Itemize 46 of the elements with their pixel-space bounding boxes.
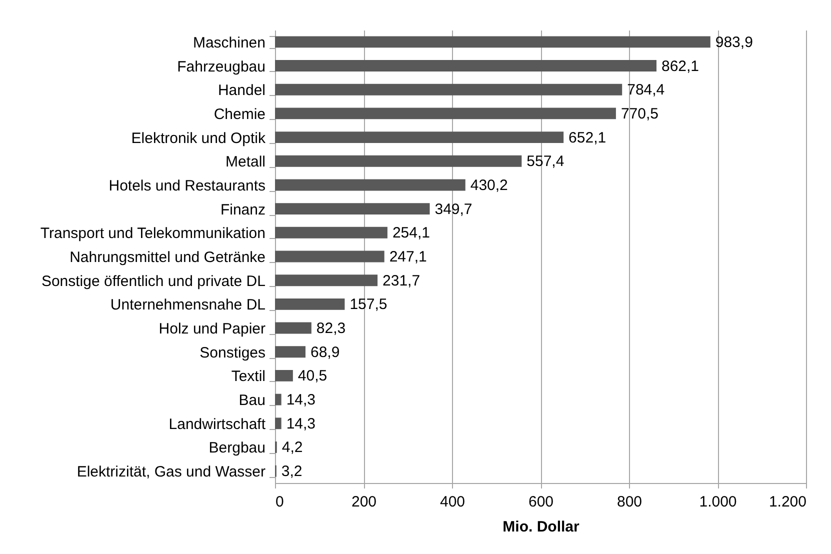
- y-tick-label: Handel: [218, 82, 266, 100]
- data-label: 784,4: [627, 82, 665, 99]
- data-label: 157,5: [350, 296, 388, 314]
- y-tick-label: Maschinen: [192, 34, 266, 52]
- data-label: 4,2: [282, 439, 303, 456]
- data-label: 40,5: [298, 368, 328, 385]
- data-label: 557,4: [526, 153, 564, 170]
- y-tick-label: Fahrzeugbau: [177, 58, 266, 76]
- x-tick-label: 0: [276, 494, 284, 510]
- y-tick-label: Nahrungsmittel und Getränke: [70, 249, 266, 266]
- data-label: 231,7: [382, 272, 420, 290]
- data-label: 770,5: [620, 105, 658, 122]
- data-label: 254,1: [392, 224, 430, 242]
- data-label: 983,9: [715, 34, 753, 51]
- y-tick-label: Bergbau: [208, 440, 266, 457]
- y-tick-label: Holz und Papier: [158, 320, 266, 338]
- data-label: 3,2: [281, 463, 302, 480]
- y-tick-label: Unternehmensnahe DL: [110, 296, 266, 314]
- y-tick-label: Textil: [231, 368, 266, 386]
- x-axis-title: Mio. Dollar: [502, 518, 580, 536]
- data-label: 349,7: [434, 200, 472, 218]
- y-tick-label: Landwirtschaft: [168, 416, 266, 433]
- y-tick-label: Elektrizität, Gas und Wasser: [76, 464, 266, 481]
- x-tick-label: 200: [351, 494, 377, 510]
- y-tick-label: Transport und Telekommunikation: [40, 225, 266, 242]
- data-label: 430,2: [470, 176, 508, 194]
- y-tick-label: Chemie: [214, 106, 266, 123]
- y-tick-label: Metall: [225, 154, 266, 171]
- x-tick-label: 400: [440, 494, 466, 510]
- x-tick-label: 600: [528, 494, 554, 510]
- y-tick-label: Hotels und Restaurants: [108, 177, 266, 194]
- data-label: 652,1: [568, 129, 606, 146]
- y-tick-label: Bau: [238, 392, 266, 410]
- x-tick-label: 1.000: [699, 494, 737, 510]
- data-label: 14,3: [286, 392, 316, 409]
- y-tick-label: Elektronik und Optik: [131, 130, 266, 147]
- data-label: 14,3: [286, 415, 316, 432]
- y-tick-label: Finanz: [220, 201, 266, 218]
- x-tick-label: 800: [616, 494, 642, 510]
- y-tick-label: Sonstige öffentlich und private DL: [41, 272, 266, 290]
- data-label: 862,1: [661, 58, 700, 75]
- data-label: 247,1: [389, 248, 427, 266]
- data-label: 82,3: [316, 320, 346, 338]
- data-label: 68,9: [310, 344, 340, 361]
- y-tick-label: Sonstiges: [200, 344, 266, 362]
- x-tick-label: 1.200: [768, 494, 806, 510]
